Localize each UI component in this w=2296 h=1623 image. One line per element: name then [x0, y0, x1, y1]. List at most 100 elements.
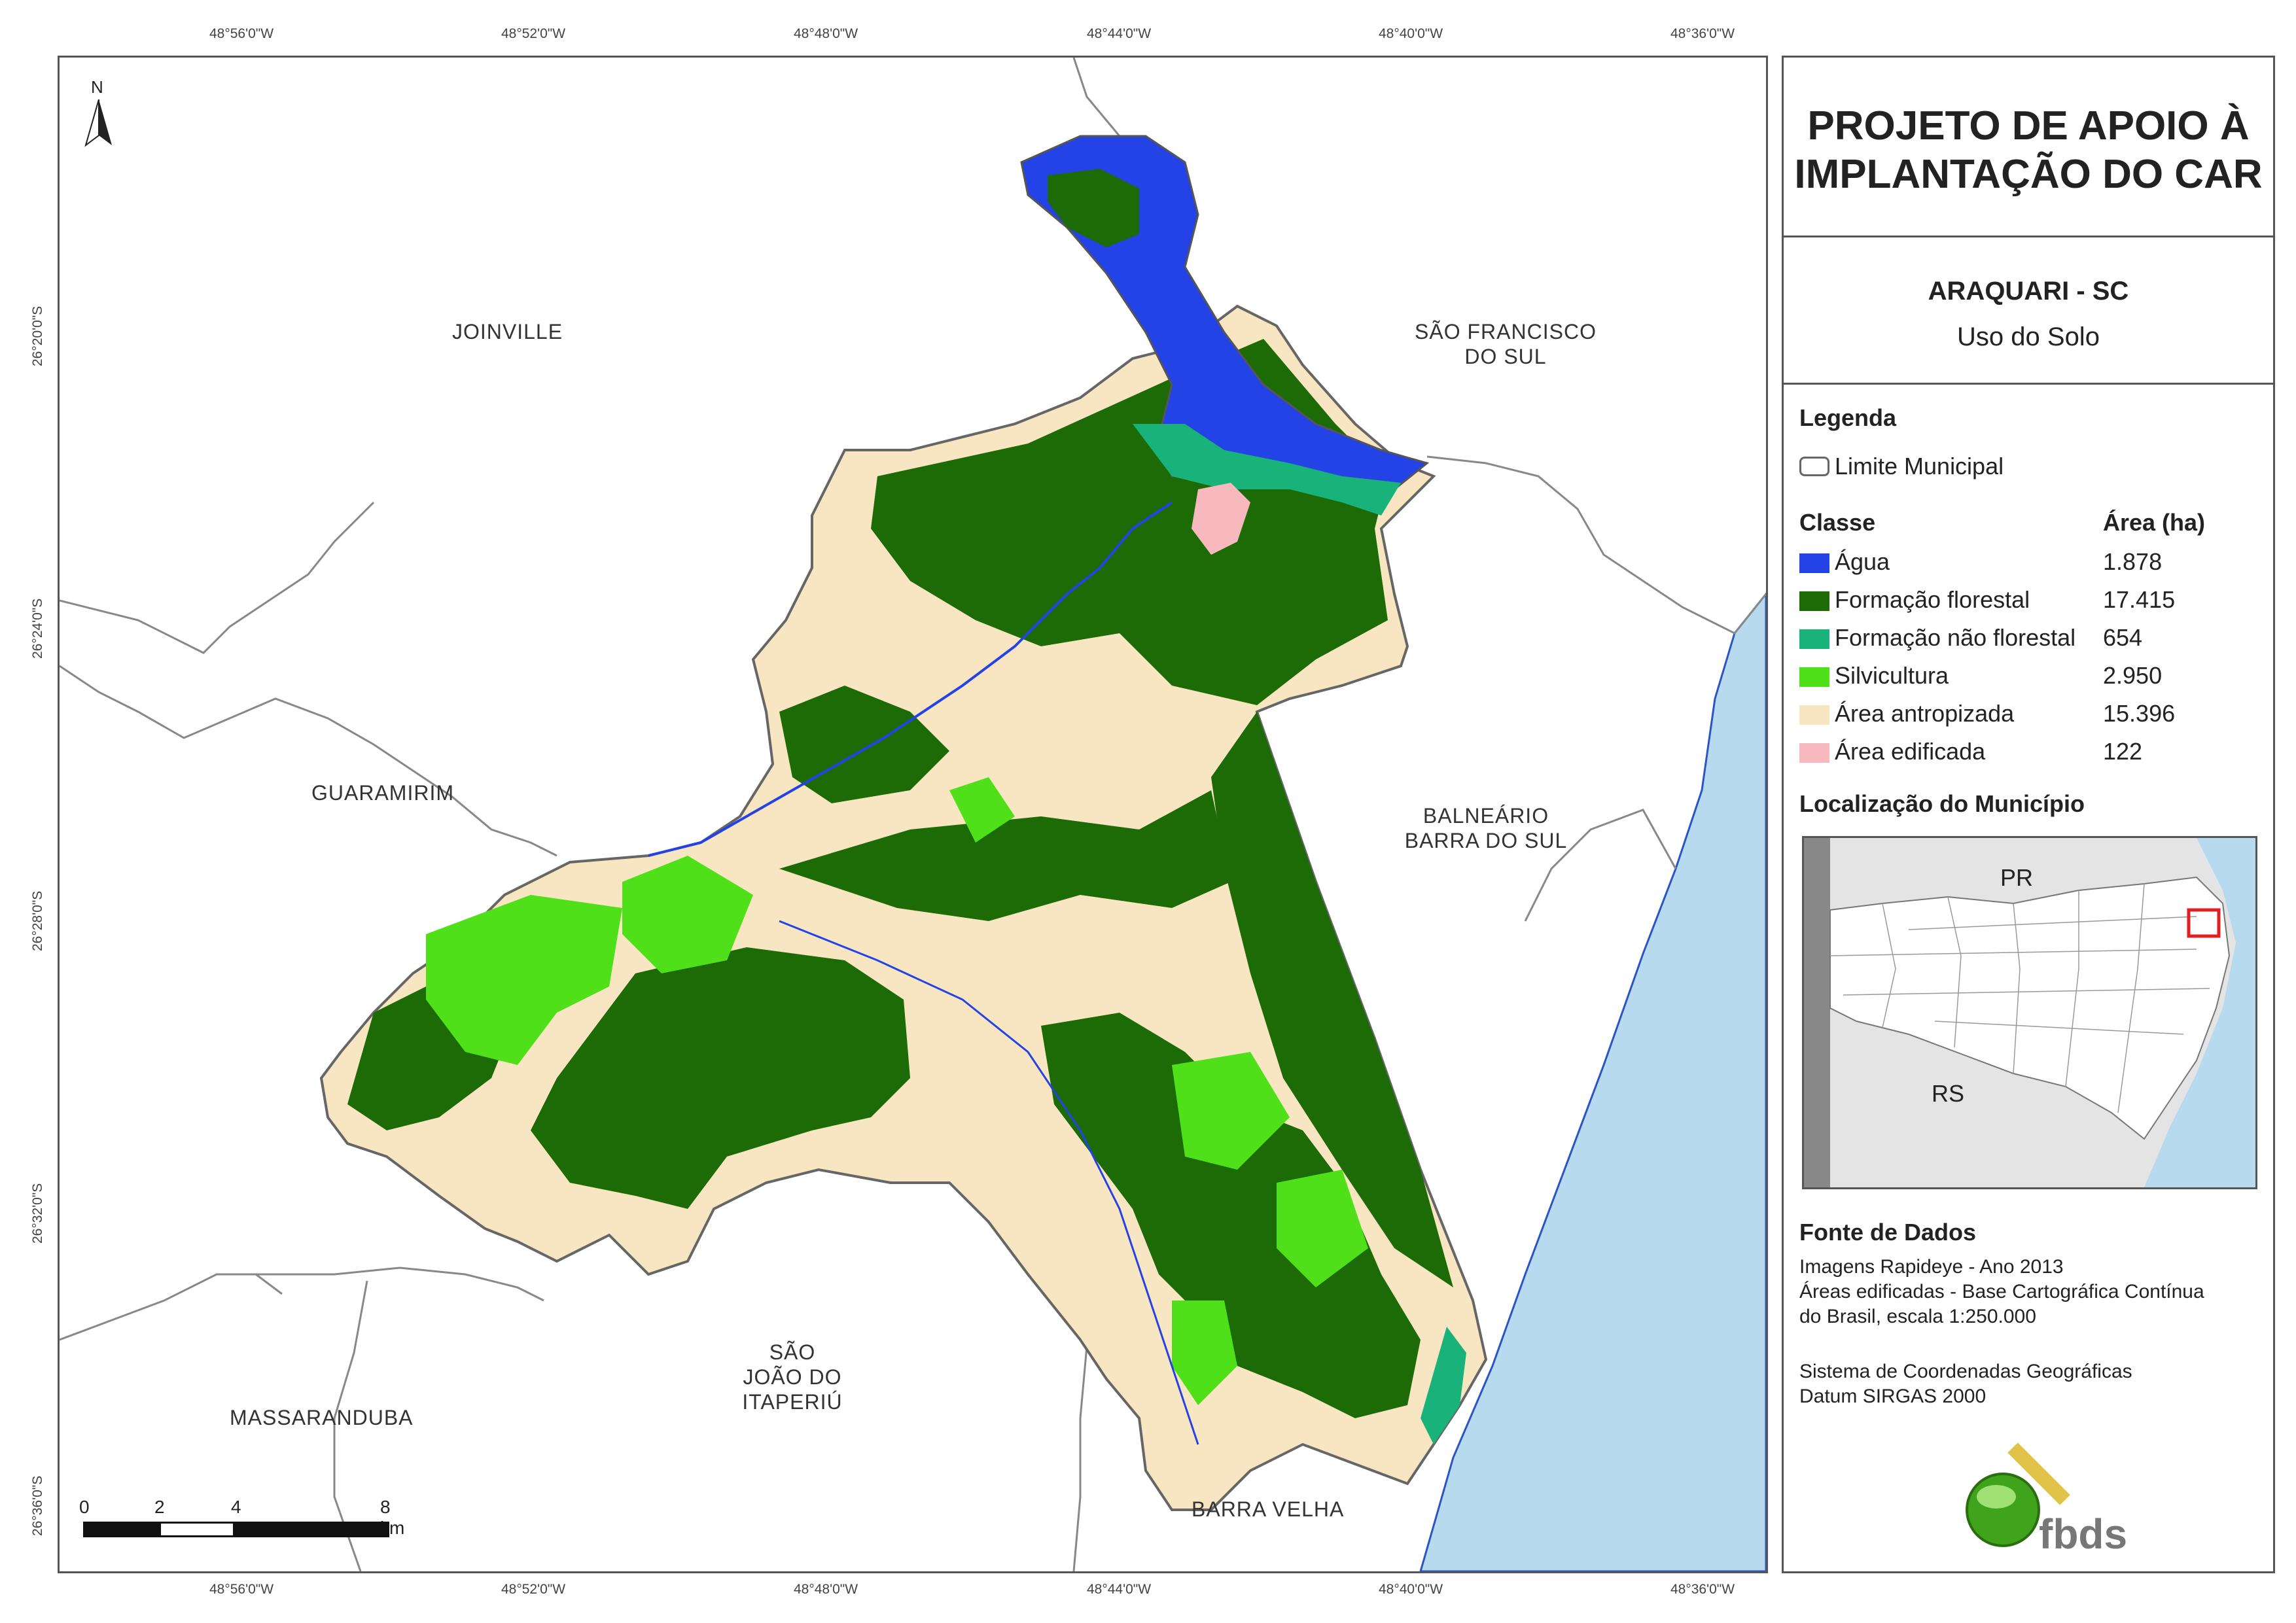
crs-line-2: Datum SIRGAS 2000	[1799, 1386, 1987, 1407]
place-joinville: JOINVILLE	[452, 320, 563, 343]
place-sao-joao-line3: ITAPERIÚ	[742, 1390, 843, 1414]
class-row-silviculture: Silvicultura 2.950	[1799, 662, 2257, 700]
silviculture-patches	[426, 777, 1368, 1405]
place-balneario: BALNEÁRIO BARRA DO SUL	[1388, 803, 1584, 853]
left-tick-3: 26°28'0"S	[30, 890, 45, 951]
inset-highlight	[2187, 908, 2221, 938]
area-heading: Área (ha)	[2103, 509, 2206, 536]
legend-heading: Legenda	[1799, 404, 1897, 431]
left-tick-4: 26°32'0"S	[30, 1183, 45, 1244]
place-sao-francisco: SÃO FRANCISCO DO SUL	[1407, 319, 1604, 369]
source-lines: Imagens Rapideye - Ano 2013 Áreas edific…	[1799, 1255, 2204, 1329]
left-tick-2: 26°24'0"S	[30, 598, 45, 659]
place-balneario-line2: BARRA DO SUL	[1404, 829, 1568, 852]
scale-label-0: 0	[79, 1497, 90, 1517]
crs-line-1: Sistema de Coordenadas Geográficas	[1799, 1361, 2132, 1382]
class-row-built: Área edificada 122	[1799, 738, 2257, 776]
swatch-agua	[1799, 553, 1829, 573]
place-sao-francisco-line2: DO SUL	[1464, 345, 1547, 368]
swatch-forest	[1799, 591, 1829, 611]
class-area-silviculture: 2.950	[2103, 662, 2163, 689]
class-row-anthropic: Área antropizada 15.396	[1799, 700, 2257, 738]
river-south	[779, 920, 1199, 1445]
land-use-map[interactable]	[60, 58, 1766, 1571]
top-tick-4: 48°44'0"W	[1087, 26, 1152, 41]
logo-text: fbds	[2039, 1510, 2128, 1558]
source-heading: Fonte de Dados	[1799, 1219, 1977, 1246]
swatch-anthropic	[1799, 705, 1829, 725]
north-label: N	[91, 77, 103, 97]
top-tick-1: 48°56'0"W	[209, 26, 274, 41]
class-area-anthropic: 15.396	[2103, 700, 2176, 727]
project-title-line1: PROJETO DE APOIO À	[1807, 103, 2250, 148]
project-title-line2: IMPLANTAÇÃO DO CAR	[1794, 152, 2263, 197]
inset-map	[1804, 838, 2255, 1187]
class-name-agua: Água	[1835, 548, 1890, 575]
bottom-tick-2: 48°52'0"W	[501, 1582, 566, 1597]
municipality-title: ARAQUARI - SC	[1928, 277, 2129, 305]
place-massaranduba: MASSARANDUBA	[230, 1406, 414, 1429]
north-arrow: N	[79, 77, 118, 149]
class-area-forest: 17.415	[2103, 586, 2176, 613]
place-guaramirim: GUARAMIRIM	[311, 781, 454, 805]
inset-label-rs: RS	[1932, 1080, 1965, 1107]
scale-seg-1	[83, 1522, 159, 1537]
side-panel: PROJETO DE APOIO À IMPLANTAÇÃO DO CAR AR…	[1782, 56, 2275, 1573]
non-forest-coast	[1133, 424, 1401, 515]
bottom-tick-4: 48°44'0"W	[1087, 1582, 1152, 1597]
class-row-nonforest: Formação não florestal 654	[1799, 624, 2257, 662]
source-line-3: do Brasil, escala 1:250.000	[1799, 1306, 2036, 1327]
map-frame[interactable]: N JOINVILLE SÃO FRANCISCO DO SUL GUARAMI…	[58, 56, 1768, 1573]
class-area-nonforest: 654	[2103, 624, 2143, 651]
class-name-anthropic: Área antropizada	[1835, 700, 2015, 727]
scale-label-2: 2	[154, 1497, 165, 1517]
ocean	[1419, 592, 1766, 1571]
map-subtitle: Uso do Solo	[1957, 323, 2100, 351]
location-heading: Localização do Município	[1799, 790, 2085, 817]
limit-swatch	[1799, 457, 1829, 476]
title-section: PROJETO DE APOIO À IMPLANTAÇÃO DO CAR	[1784, 58, 2273, 237]
top-tick-6: 48°36'0"W	[1670, 26, 1735, 41]
bottom-tick-1: 48°56'0"W	[209, 1582, 274, 1597]
top-tick-5: 48°40'0"W	[1379, 26, 1443, 41]
class-name-forest: Formação florestal	[1835, 586, 2030, 613]
class-name-built: Área edificada	[1835, 738, 1986, 765]
river	[648, 501, 1173, 857]
island	[1048, 169, 1139, 247]
swatch-built	[1799, 743, 1829, 763]
scale-label-4: 4	[231, 1497, 241, 1517]
municipality-section: ARAQUARI - SC Uso do Solo	[1784, 237, 2273, 385]
left-tick-5: 26°36'0"S	[30, 1475, 45, 1536]
bottom-tick-6: 48°36'0"W	[1670, 1582, 1735, 1597]
location-inset[interactable]: PR RS	[1802, 836, 2257, 1189]
left-tick-1: 26°20'0"S	[30, 305, 45, 366]
top-tick-3: 48°48'0"W	[794, 26, 858, 41]
bottom-tick-5: 48°40'0"W	[1379, 1582, 1443, 1597]
class-row-forest: Formação florestal 17.415	[1799, 586, 2257, 624]
fbds-logo-icon	[1966, 1442, 2070, 1547]
swatch-nonforest	[1799, 629, 1829, 649]
place-barra-velha: BARRA VELHA	[1192, 1497, 1345, 1521]
source-line-1: Imagens Rapideye - Ano 2013	[1799, 1256, 2064, 1278]
scale-seg-2	[159, 1522, 235, 1537]
coastal-strip	[1421, 1327, 1466, 1444]
legend-section: Legenda Limite Municipal Classe Área (ha…	[1784, 385, 2273, 1579]
built-area	[1192, 483, 1250, 555]
fbds-logo: fbds	[1941, 1435, 2137, 1559]
limit-label: Limite Municipal	[1835, 453, 2004, 480]
place-sao-joao: SÃO JOÃO DO ITAPERIÚ	[720, 1340, 864, 1414]
scale-bar: 0 2 4 8 km	[79, 1497, 419, 1543]
crs-lines: Sistema de Coordenadas Geográficas Datum…	[1799, 1359, 2132, 1409]
source-line-2: Áreas edificadas - Base Cartográfica Con…	[1799, 1281, 2204, 1302]
top-tick-2: 48°52'0"W	[501, 26, 566, 41]
class-row-agua: Água 1.878	[1799, 548, 2257, 586]
class-area-built: 122	[2103, 738, 2143, 765]
scale-seg-3	[235, 1522, 389, 1537]
class-area-agua: 1.878	[2103, 548, 2163, 575]
place-balneario-line1: BALNEÁRIO	[1422, 804, 1549, 828]
place-sao-joao-line1: SÃO	[769, 1340, 816, 1364]
class-name-nonforest: Formação não florestal	[1835, 624, 2076, 651]
place-sao-joao-line2: JOÃO DO	[743, 1365, 842, 1389]
class-name-silviculture: Silvicultura	[1835, 662, 1949, 689]
swatch-silviculture	[1799, 667, 1829, 687]
